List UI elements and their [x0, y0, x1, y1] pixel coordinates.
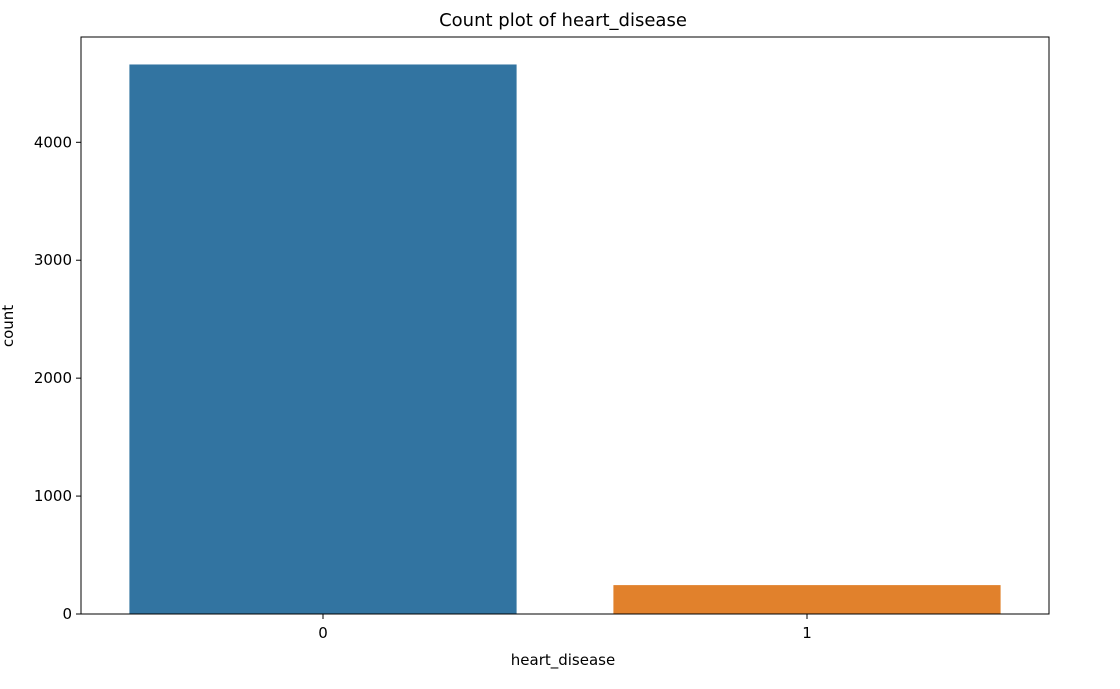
- x-tick-label: 0: [318, 624, 328, 642]
- y-tick-label: 0: [62, 605, 72, 623]
- chart-title: Count plot of heart_disease: [439, 10, 687, 31]
- bar-0: [129, 64, 517, 614]
- y-axis-title: count: [0, 305, 17, 347]
- plot-frame: [80, 36, 1050, 615]
- x-tick-label: 1: [802, 624, 812, 642]
- y-tick-label: 1000: [34, 487, 72, 505]
- plot-area: 0 1000 2000 3000 4000 0 1: [34, 36, 1050, 642]
- y-tick-label: 3000: [34, 251, 72, 269]
- y-tick-label: 2000: [34, 369, 72, 387]
- bar-1: [613, 585, 1001, 614]
- x-axis-title: heart_disease: [511, 651, 615, 670]
- y-tick-label: 4000: [34, 133, 72, 151]
